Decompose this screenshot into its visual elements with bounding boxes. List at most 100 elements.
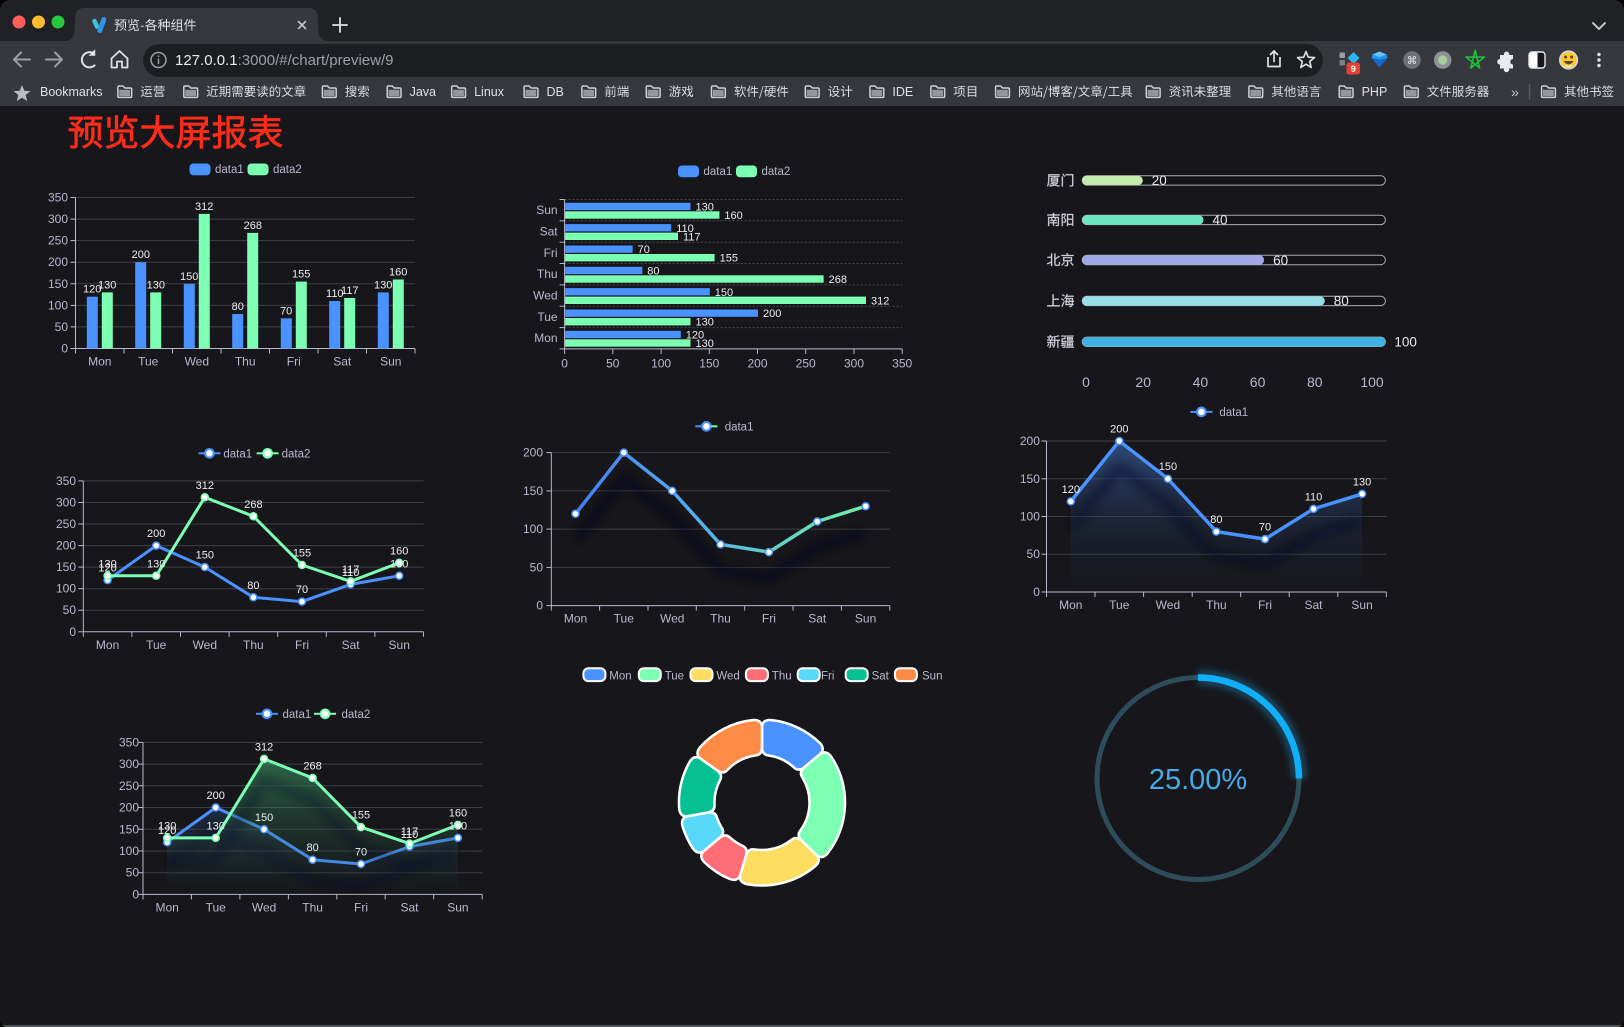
svg-text:150: 150 xyxy=(48,277,68,291)
svg-text:150: 150 xyxy=(255,812,273,824)
svg-text:155: 155 xyxy=(352,810,370,822)
svg-text:100: 100 xyxy=(651,356,671,370)
svg-text:150: 150 xyxy=(1020,472,1040,486)
svg-text:160: 160 xyxy=(389,267,407,279)
svg-text:Wed: Wed xyxy=(185,355,209,369)
svg-text:100: 100 xyxy=(1394,335,1417,350)
svg-text:Mon: Mon xyxy=(96,638,119,652)
svg-text:300: 300 xyxy=(119,757,139,771)
svg-text:117: 117 xyxy=(683,231,701,243)
svg-text:PHP: PHP xyxy=(1362,85,1388,99)
svg-text:150: 150 xyxy=(699,356,719,370)
svg-text:Tue: Tue xyxy=(138,355,159,369)
svg-text:127.0.0.1:3000/#/chart/preview: 127.0.0.1:3000/#/chart/preview/9 xyxy=(175,52,394,69)
svg-text:100: 100 xyxy=(56,582,76,596)
svg-text:200: 200 xyxy=(132,249,150,261)
svg-text:Wed: Wed xyxy=(716,670,739,682)
svg-text:Thu: Thu xyxy=(235,355,256,369)
svg-text:0: 0 xyxy=(536,599,543,613)
svg-text:155: 155 xyxy=(292,269,310,281)
svg-text:350: 350 xyxy=(48,191,68,205)
svg-text:Wed: Wed xyxy=(660,612,684,626)
svg-text:Wed: Wed xyxy=(193,638,217,652)
svg-text:150: 150 xyxy=(523,484,543,498)
svg-text:Sat: Sat xyxy=(400,900,419,914)
svg-text:70: 70 xyxy=(638,244,650,256)
svg-text:Thu: Thu xyxy=(710,612,731,626)
svg-text:Mon: Mon xyxy=(534,331,557,345)
svg-text:160: 160 xyxy=(724,210,742,222)
svg-text:130: 130 xyxy=(374,279,392,291)
svg-text:data1: data1 xyxy=(725,421,754,433)
svg-text:Thu: Thu xyxy=(537,267,558,281)
svg-text:200: 200 xyxy=(147,528,165,540)
svg-text:Mon: Mon xyxy=(156,900,179,914)
svg-text:data2: data2 xyxy=(273,164,302,176)
svg-text:Fri: Fri xyxy=(1258,598,1272,612)
svg-text:268: 268 xyxy=(829,274,847,286)
svg-text:DB: DB xyxy=(547,85,564,99)
svg-text:0: 0 xyxy=(132,887,139,901)
svg-text:150: 150 xyxy=(196,550,214,562)
svg-text:Sat: Sat xyxy=(540,225,559,239)
svg-text:200: 200 xyxy=(1110,424,1128,436)
svg-text:25.00%: 25.00% xyxy=(1149,764,1247,796)
svg-text:Sun: Sun xyxy=(922,670,942,682)
svg-text:200: 200 xyxy=(48,255,68,269)
svg-text:117: 117 xyxy=(342,564,360,576)
svg-text:155: 155 xyxy=(720,253,738,265)
svg-text:80: 80 xyxy=(306,842,318,854)
svg-text:268: 268 xyxy=(244,220,262,232)
svg-text:Tue: Tue xyxy=(206,900,227,914)
svg-text:Tue: Tue xyxy=(537,310,558,324)
svg-text:130: 130 xyxy=(98,279,116,291)
svg-text:312: 312 xyxy=(196,480,214,492)
svg-text:Fri: Fri xyxy=(354,900,368,914)
svg-text:Sun: Sun xyxy=(536,203,557,217)
svg-text:120: 120 xyxy=(1062,484,1080,496)
svg-text:130: 130 xyxy=(98,558,116,570)
svg-text:Thu: Thu xyxy=(243,638,264,652)
svg-text:20: 20 xyxy=(1152,173,1167,188)
svg-text:data2: data2 xyxy=(342,709,371,721)
svg-text:120: 120 xyxy=(98,563,116,575)
svg-text:50: 50 xyxy=(606,356,620,370)
svg-text:130: 130 xyxy=(696,317,714,329)
svg-text:70: 70 xyxy=(296,584,308,596)
svg-text:70: 70 xyxy=(355,847,367,859)
svg-text:50: 50 xyxy=(63,603,77,617)
svg-text:Wed: Wed xyxy=(252,900,276,914)
svg-text:80: 80 xyxy=(1334,294,1349,309)
svg-text:50: 50 xyxy=(55,320,69,334)
svg-text:130: 130 xyxy=(207,820,225,832)
svg-text:110: 110 xyxy=(401,829,419,841)
svg-text:350: 350 xyxy=(56,474,76,488)
svg-text:Sat: Sat xyxy=(342,638,361,652)
svg-text:Sat: Sat xyxy=(808,612,827,626)
svg-text:268: 268 xyxy=(244,499,262,511)
svg-text:0: 0 xyxy=(1082,374,1090,390)
svg-text:0: 0 xyxy=(61,342,68,356)
svg-text:130: 130 xyxy=(390,558,408,570)
svg-text:Mon: Mon xyxy=(88,355,111,369)
svg-text:40: 40 xyxy=(1213,213,1228,228)
svg-text:9: 9 xyxy=(1351,64,1356,75)
svg-text:350: 350 xyxy=(119,735,139,749)
svg-text:117: 117 xyxy=(401,826,419,838)
svg-text:150: 150 xyxy=(56,560,76,574)
svg-text:70: 70 xyxy=(280,305,292,317)
svg-text:110: 110 xyxy=(676,223,694,235)
svg-text:100: 100 xyxy=(523,522,543,536)
svg-text:60: 60 xyxy=(1250,374,1266,390)
svg-text:Sun: Sun xyxy=(447,900,468,914)
svg-text:120: 120 xyxy=(83,284,101,296)
svg-text:Fri: Fri xyxy=(544,246,558,260)
svg-text:Tue: Tue xyxy=(1109,598,1130,612)
svg-text:data1: data1 xyxy=(283,709,312,721)
svg-text:155: 155 xyxy=(293,548,311,560)
svg-text:Wed: Wed xyxy=(1156,598,1180,612)
svg-text:300: 300 xyxy=(844,356,864,370)
svg-text:300: 300 xyxy=(56,496,76,510)
svg-text:130: 130 xyxy=(696,338,714,350)
svg-text:110: 110 xyxy=(1305,491,1323,503)
